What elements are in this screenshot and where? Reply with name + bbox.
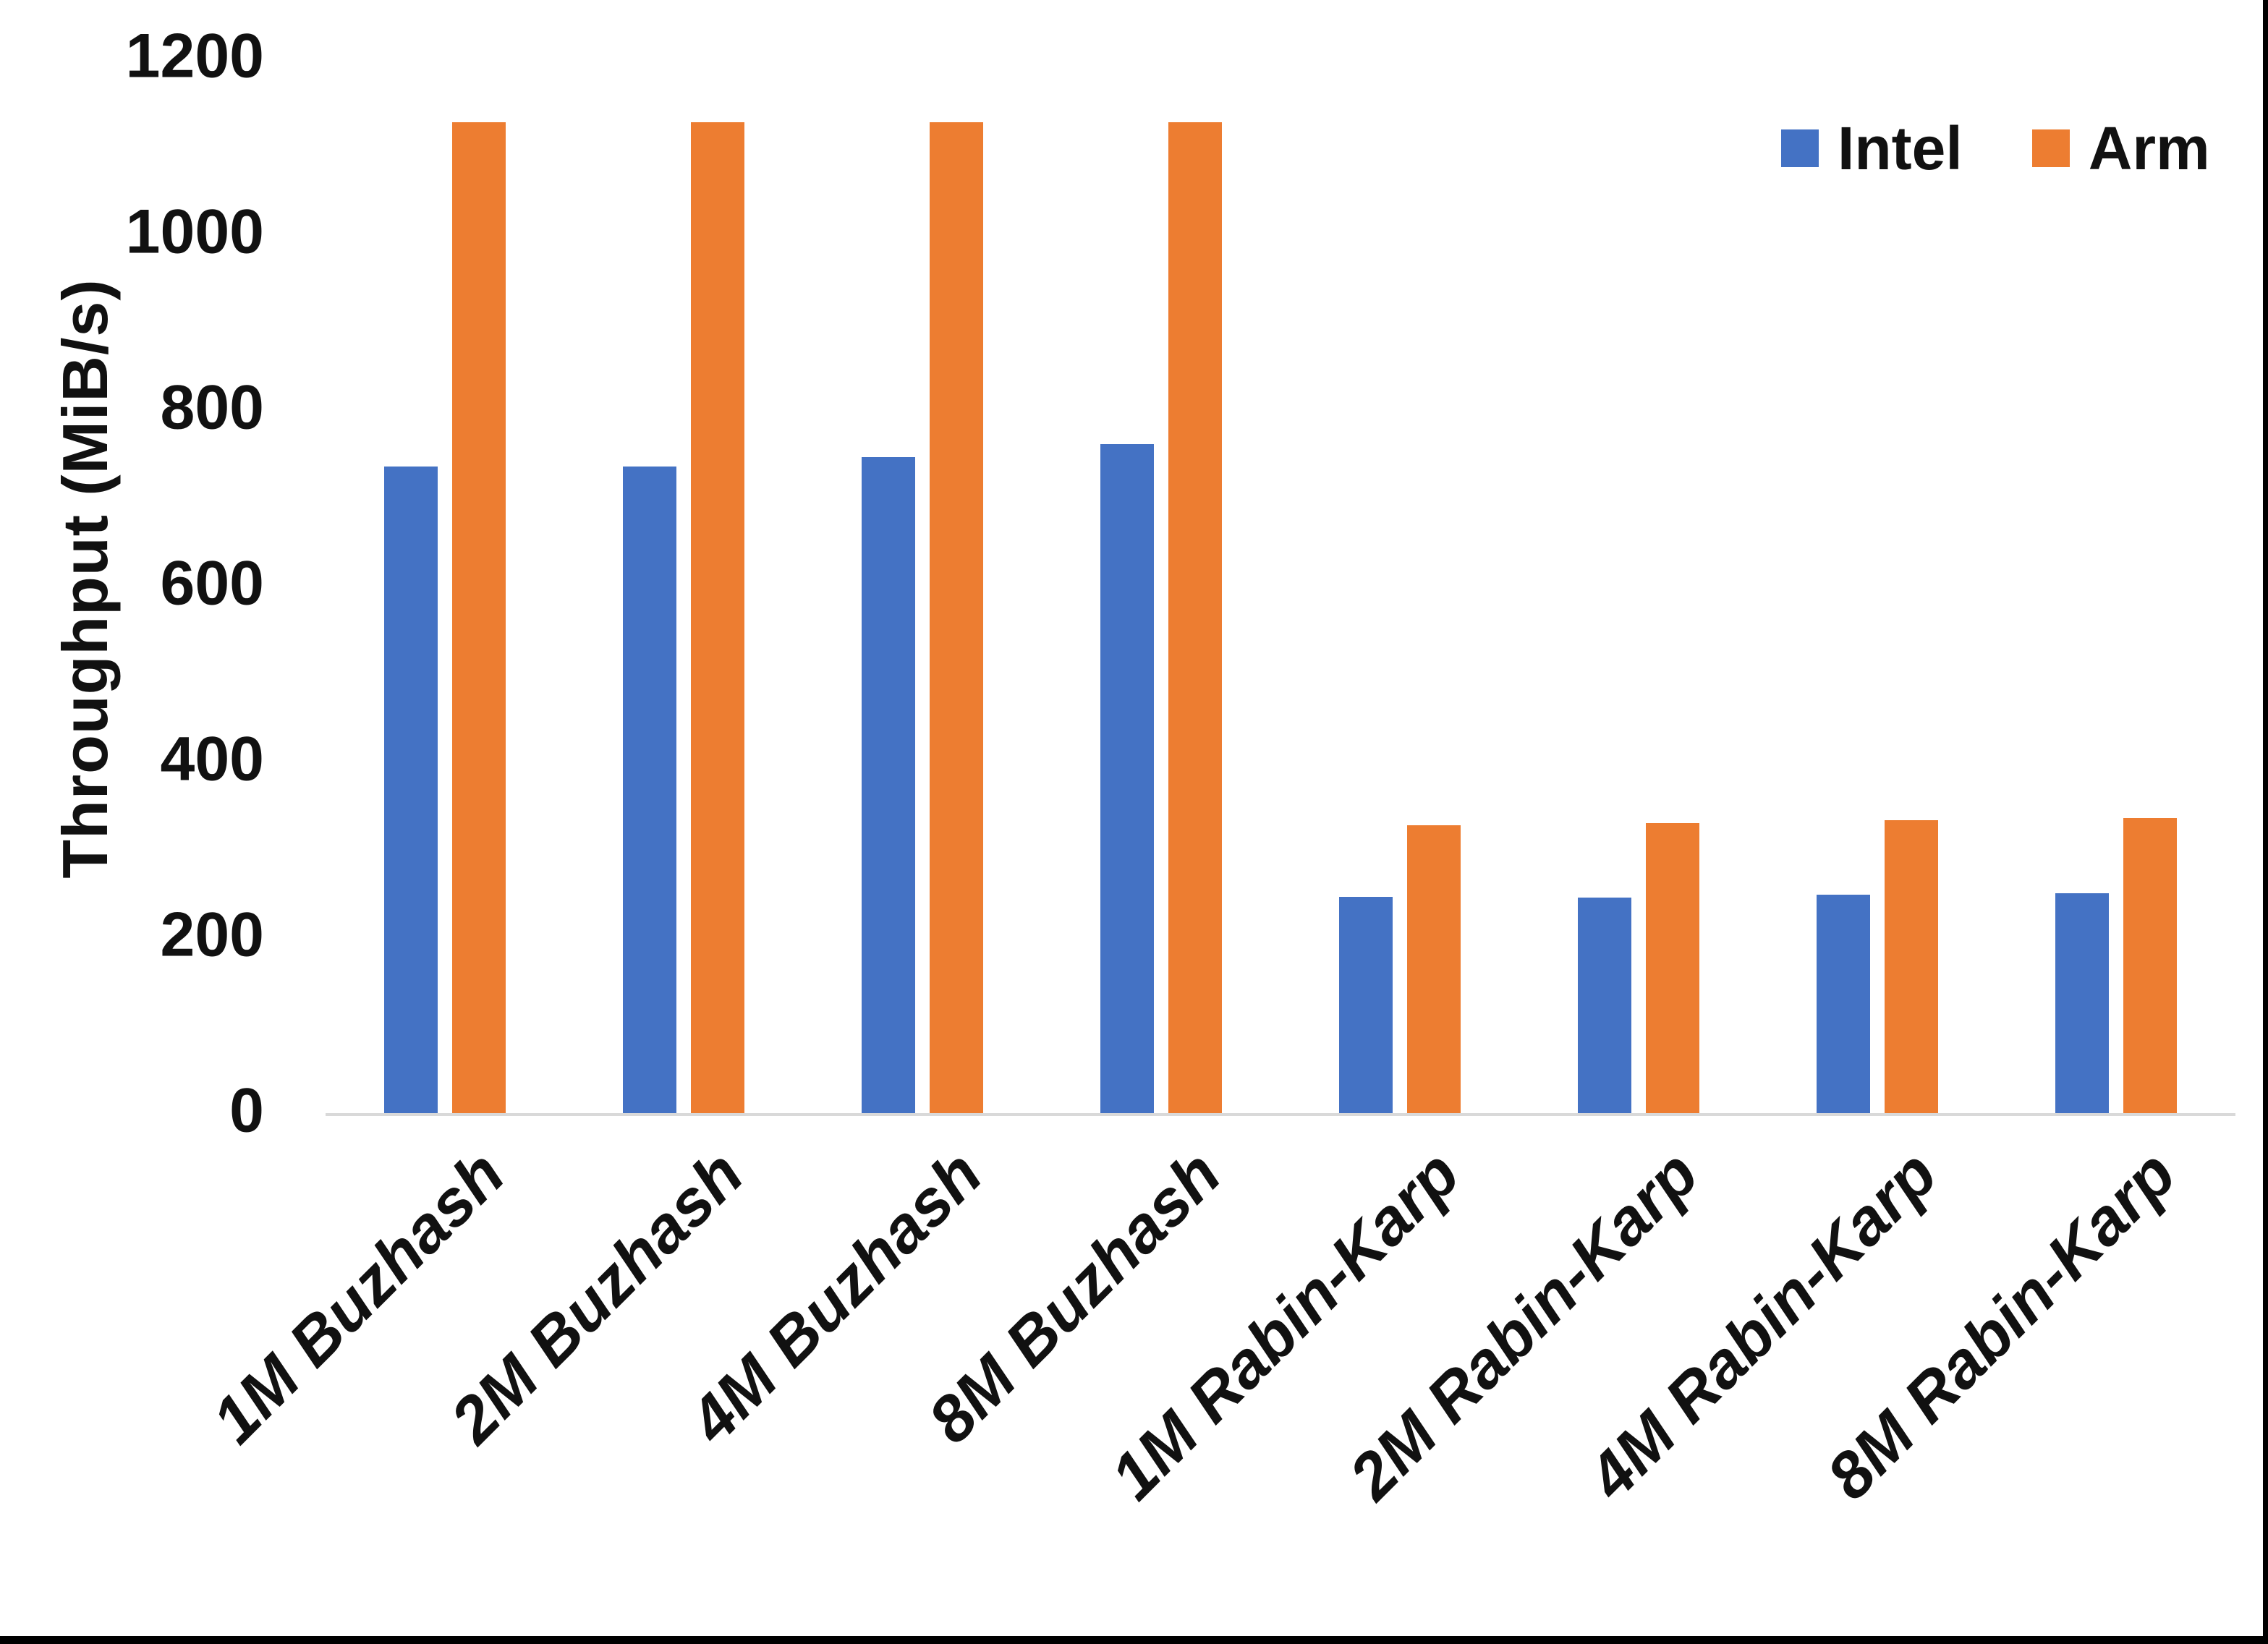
legend: Intel Arm	[1781, 114, 2210, 182]
bar-arm-4m-buzhash	[930, 122, 983, 1114]
legend-swatch-arm	[2031, 129, 2070, 167]
y-tick-label: 1000	[125, 197, 264, 267]
legend-label: Intel	[1838, 114, 1963, 182]
bar-arm-1m-buzhash	[452, 122, 506, 1114]
bar-intel-8m-buzhash	[1100, 444, 1154, 1114]
y-tick-label: 1200	[125, 21, 264, 91]
bar-intel-8m-rabin-karp	[2055, 893, 2109, 1114]
bar-arm-2m-buzhash	[691, 122, 744, 1114]
bar-intel-2m-buzhash	[623, 466, 676, 1114]
y-axis-title: Throughput (MiB/s)	[49, 278, 121, 879]
bar-intel-2m-rabin-karp	[1578, 898, 1631, 1114]
bar-intel-1m-rabin-karp	[1339, 896, 1393, 1114]
bar-arm-8m-rabin-karp	[2123, 817, 2177, 1114]
bar-intel-4m-rabin-karp	[1817, 895, 1870, 1114]
window-border-bottom	[0, 1636, 2268, 1644]
bar-arm-2m-rabin-karp	[1646, 822, 1699, 1114]
y-tick-label: 600	[160, 548, 265, 618]
y-tick-label: 400	[160, 724, 265, 794]
bar-arm-8m-buzhash	[1168, 122, 1222, 1114]
bar-intel-4m-buzhash	[862, 457, 915, 1114]
y-tick-label: 200	[160, 900, 265, 970]
plot-area	[326, 59, 2235, 1116]
legend-swatch-intel	[1781, 129, 1819, 167]
y-tick-label: 800	[160, 372, 265, 443]
bar-intel-1m-buzhash	[384, 466, 438, 1114]
bar-arm-4m-rabin-karp	[1885, 820, 1938, 1114]
bar-arm-1m-rabin-karp	[1407, 825, 1461, 1114]
x-axis-line	[326, 1113, 2235, 1116]
window-border-right	[2263, 0, 2268, 1644]
legend-label: Arm	[2088, 114, 2210, 182]
legend-item-arm: Arm	[2031, 114, 2210, 182]
y-tick-label: 0	[229, 1076, 264, 1146]
legend-item-intel: Intel	[1781, 114, 1963, 182]
